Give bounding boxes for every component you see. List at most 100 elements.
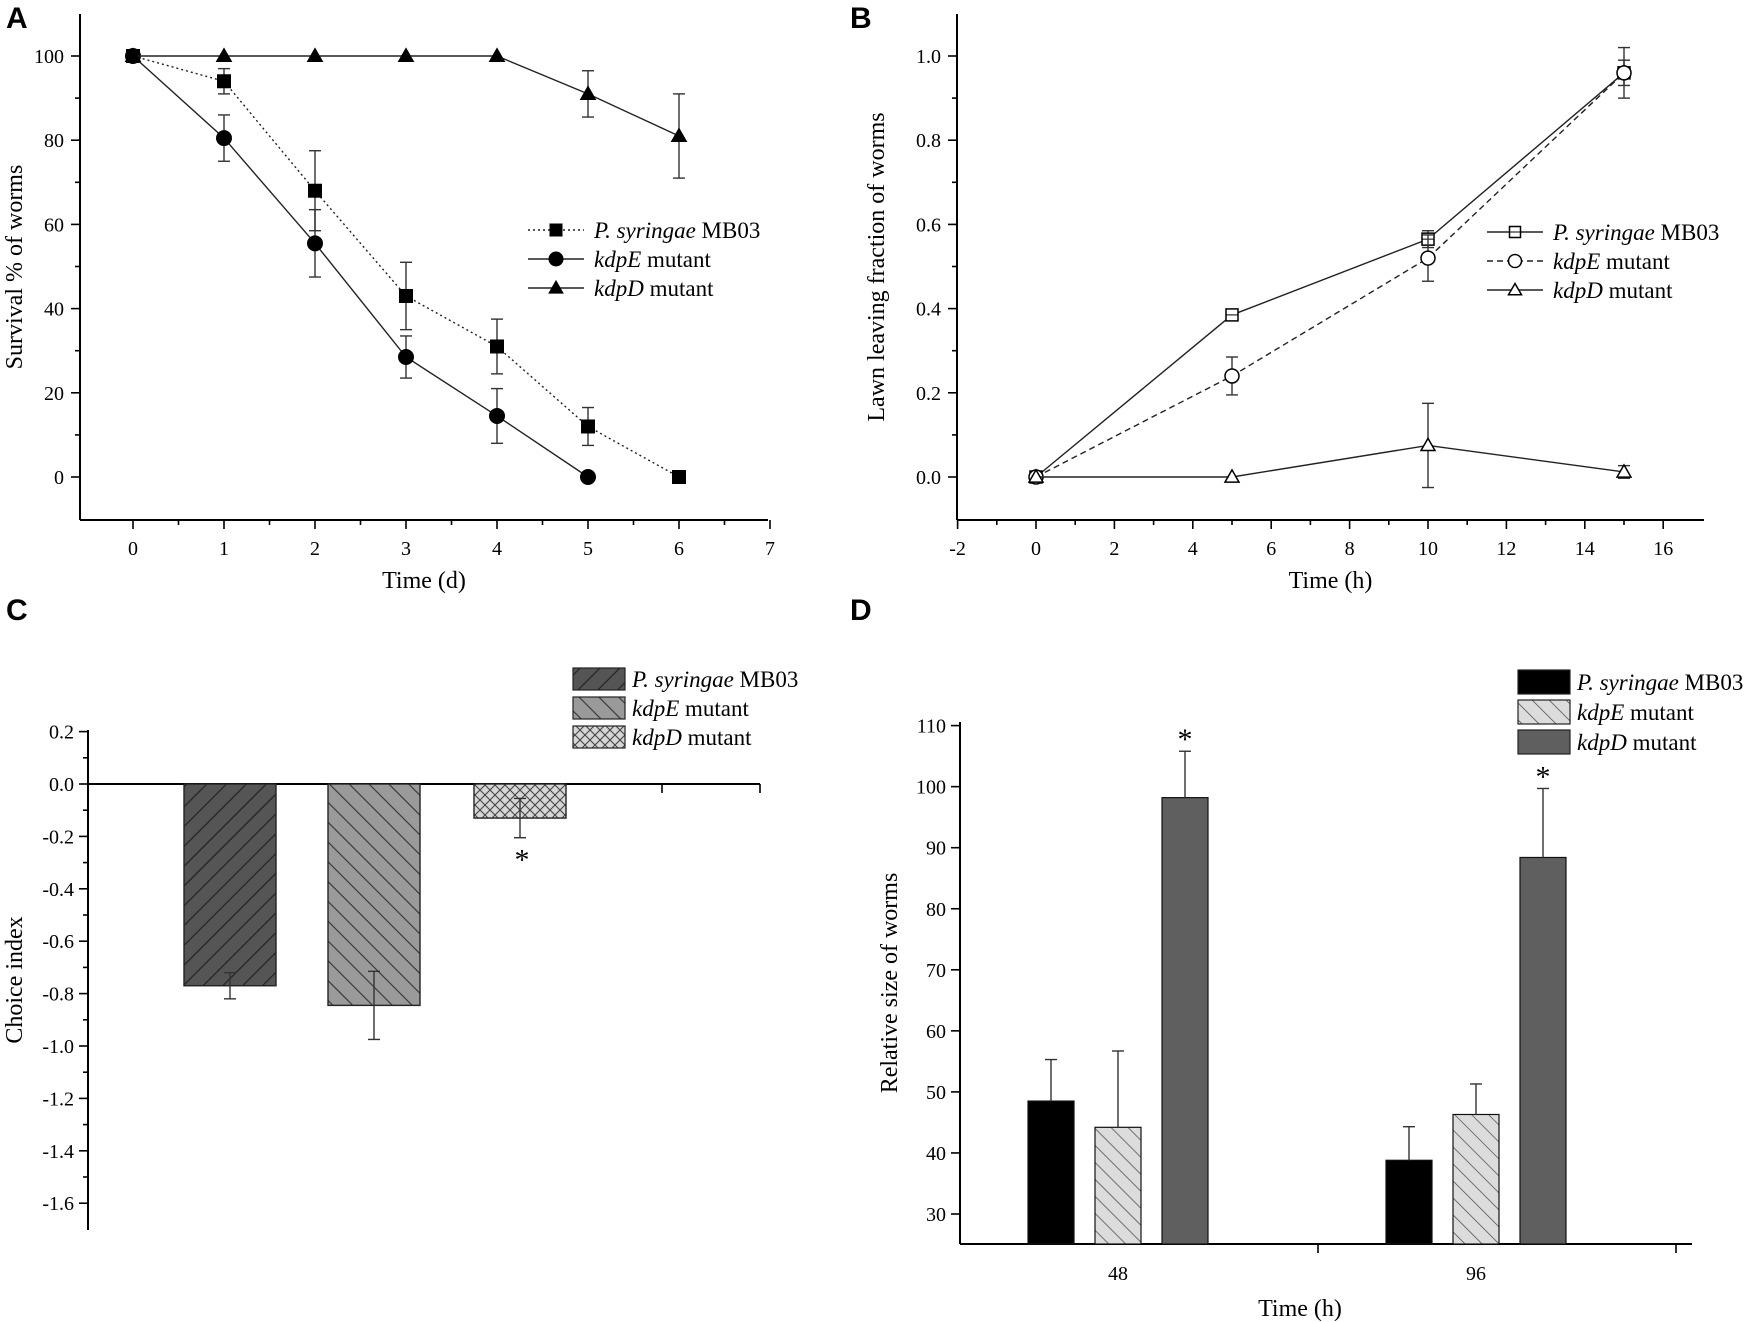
significance-star: *	[515, 844, 530, 877]
y-tick-label: -0.2	[42, 826, 74, 848]
x-tick-label: -2	[949, 538, 966, 560]
panel-D: D 30 40 50 60 70 80 90 100 110 Relative size of wo…	[850, 594, 1743, 1322]
y-tick-label: 0.0	[49, 774, 74, 796]
x-tick-label: 12	[1496, 538, 1516, 560]
legend-label-rest: mutant	[1600, 249, 1670, 274]
data-point	[1223, 468, 1241, 483]
legend-label: P. syringae MB03	[631, 667, 798, 692]
x-tick-label: 10	[1418, 538, 1438, 560]
legend-label: kdpD mutant	[1577, 730, 1697, 755]
legend-label-italic: kdpE	[632, 696, 679, 721]
y-axis-title: Survival % of worms	[2, 165, 28, 370]
data-point	[308, 183, 322, 198]
x-tick-label: 0	[1031, 538, 1041, 560]
legend-label-rest: mutant	[641, 247, 711, 272]
legend-label-rest: mutant	[679, 696, 749, 721]
legend-label-italic: P. syringae	[631, 667, 734, 692]
y-axis-title: Choice index	[2, 916, 28, 1043]
legend-marker	[549, 223, 563, 237]
legend-label: kdpD mutant	[594, 276, 714, 301]
x-tick-label: 0	[128, 538, 138, 560]
y-tick-label: 40	[44, 299, 64, 321]
x-tick-label: 1	[219, 538, 229, 560]
panel-C: C 0.2 0.0 -0.2 -0.4 -0.6 -0.8 -1.0 -1.2 -1.4 -1.6 C…	[2, 594, 798, 1230]
legend-label-rest: mutant	[1627, 730, 1697, 755]
legend-label-italic: kdpD	[1577, 730, 1627, 755]
x-tick-label: 96	[1466, 1263, 1486, 1285]
y-axis-title: Lawn leaving fraction of worms	[864, 112, 890, 421]
legend-swatch	[1517, 699, 1571, 725]
legend-label-rest: mutant	[1624, 700, 1694, 725]
data-point	[398, 349, 414, 366]
legend-label-rest: MB03	[1679, 670, 1744, 695]
panel-label-A: A	[6, 2, 28, 35]
legend-swatch	[1517, 729, 1571, 755]
data-point	[581, 419, 595, 434]
legend-swatch	[572, 696, 626, 720]
y-tick-label: -0.8	[42, 984, 74, 1006]
bar	[1385, 1159, 1433, 1245]
x-tick-label: 7	[765, 538, 775, 560]
panel-label-B: B	[850, 2, 872, 35]
panel-B: B 0.0 0.2 0.4 0.6 0.8 1.0 -2 0 2 4 6 8 10 12 14 16 Time (…	[850, 2, 1719, 594]
legend-label: kdpE mutant	[632, 696, 750, 721]
x-tick-label: 8	[1345, 538, 1355, 560]
data-point	[306, 47, 324, 63]
data-point	[1027, 468, 1045, 483]
data-point	[124, 47, 142, 63]
legend-label-italic: P. syringae	[1576, 670, 1679, 695]
x-tick-label: 4	[492, 538, 502, 560]
y-tick-label: -1.2	[42, 1088, 74, 1110]
bar	[1452, 1113, 1500, 1245]
legend-label-italic: P. syringae	[593, 218, 696, 243]
y-tick-label: 100	[916, 777, 946, 799]
legend-label: kdpD mutant	[1553, 278, 1673, 303]
legend-marker	[548, 251, 564, 267]
bar	[1161, 797, 1209, 1245]
legend-label: P. syringae MB03	[1552, 220, 1719, 245]
bar	[1519, 856, 1567, 1245]
panel-A: A 0 20 40 60 80 100 0 1 2 3 4 5 6 7 Time (d) Survival % …	[2, 2, 775, 594]
y-axis-title: Relative size of worms	[877, 873, 903, 1094]
y-tick-label: 1.0	[916, 46, 941, 68]
y-tick-label: 40	[926, 1143, 946, 1165]
y-tick-label: -1.4	[42, 1141, 74, 1163]
y-tick-label: -0.6	[42, 931, 74, 953]
y-tick-label: 60	[44, 214, 64, 236]
legend-label: kdpE mutant	[1553, 249, 1671, 274]
bar	[327, 783, 421, 1007]
x-axis-title: Time (d)	[382, 568, 466, 594]
legend-label: kdpD mutant	[632, 725, 752, 750]
x-tick-label: 14	[1575, 538, 1595, 560]
legend-label-italic: kdpD	[594, 276, 644, 301]
data-point	[1615, 463, 1633, 478]
legend-swatch	[1517, 669, 1571, 695]
legend-label-italic: kdpD	[1553, 278, 1603, 303]
y-tick-label: 50	[926, 1082, 946, 1104]
x-tick-label: 3	[401, 538, 411, 560]
series-line-1	[1035, 72, 1625, 478]
significance-star: *	[1178, 723, 1193, 756]
data-point	[579, 85, 597, 100]
panel-label-D: D	[850, 594, 872, 627]
data-point	[1419, 436, 1437, 452]
y-tick-label: 0.8	[916, 130, 941, 152]
legend-label-rest: MB03	[734, 667, 799, 692]
data-point	[1420, 250, 1436, 266]
legend-marker	[1507, 282, 1523, 296]
bar	[1094, 1126, 1142, 1245]
data-point	[1616, 65, 1632, 81]
legend-label-rest: mutant	[1603, 278, 1673, 303]
x-tick-label: 5	[583, 538, 593, 560]
x-tick-label: 2	[1109, 538, 1119, 560]
data-point	[672, 470, 686, 484]
data-point	[215, 47, 233, 63]
x-tick-label: 6	[674, 538, 684, 560]
panel-label-C: C	[6, 594, 28, 627]
series-line-2	[133, 55, 680, 137]
y-tick-label: 0.6	[916, 214, 941, 236]
x-tick-label: 4	[1188, 538, 1198, 560]
legend-label-rest: mutant	[644, 276, 714, 301]
data-point	[670, 127, 688, 143]
